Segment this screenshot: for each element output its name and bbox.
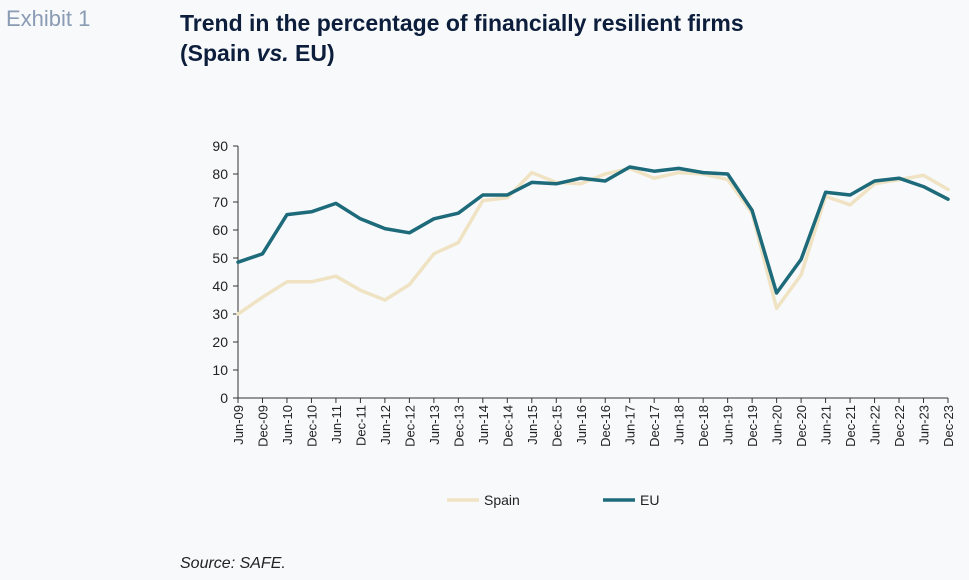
chart-title-line2-pre: (Spain [180,40,257,66]
x-tick-label: Jun-17 [623,405,638,445]
y-tick-label: 60 [212,222,228,238]
x-tick-label: Jun-12 [378,405,393,445]
x-tick-label: Dec-17 [647,405,662,447]
x-tick-label: Dec-16 [598,405,613,447]
series-line-eu [236,165,950,295]
x-tick-label: Jun-14 [476,405,491,445]
x-tick-label: Dec-21 [843,405,858,447]
x-tick-label: Dec-19 [745,405,760,447]
x-tick-label: Dec-15 [549,405,564,447]
x-tick-label: Jun-19 [721,405,736,445]
y-tick-label: 0 [220,390,228,406]
x-tick-label: Jun-13 [427,405,442,445]
x-tick-label: Dec-20 [794,405,809,447]
x-tick-label: Jun-20 [770,405,785,445]
y-tick-label: 50 [212,250,228,266]
x-tick-label: Dec-13 [451,405,466,447]
legend: Spain EU [447,492,659,508]
x-tick-label: Dec-09 [255,405,270,447]
y-tick-label: 80 [212,166,228,182]
y-tick-label: 30 [212,306,228,322]
x-tick-label: Jun-21 [819,405,834,445]
y-tick-label: 90 [212,138,228,154]
y-axis: 0 10 20 30 40 50 60 70 80 90 [212,138,239,406]
source-note: Source: SAFE. [180,555,286,572]
x-tick-label: Dec-22 [892,405,907,447]
x-tick-label: Jun-22 [868,405,883,445]
x-tick-label: Jun-15 [525,405,540,445]
x-tick-label: Jun-10 [280,405,295,445]
x-tick-label: Dec-18 [696,405,711,447]
y-tick-label: 70 [212,194,228,210]
x-tick-label: Dec-23 [941,405,956,447]
legend-label-spain: Spain [484,492,520,508]
y-tick-label: 10 [212,362,228,378]
x-tick-label: Dec-14 [500,405,515,447]
chart-title-line2-em: vs. [256,40,289,66]
x-axis: Jun-09 Dec-09 Jun-10 Dec-10 Jun-11 Dec-11 Jun-… [231,397,956,447]
legend-label-eu: EU [640,492,659,508]
y-tick-label: 20 [212,334,228,350]
x-tick-label: Jun-23 [917,405,932,445]
chart-title-line2-post: EU) [288,40,335,66]
chart-title-line1: Trend in the percentage of financially r… [180,10,744,36]
x-tick-label: Jun-11 [329,405,344,444]
y-tick-label: 40 [212,278,228,294]
exhibit-label: Exhibit 1 [6,6,91,31]
chart-title: Trend in the percentage of financially r… [180,8,744,68]
series-lines [236,165,950,316]
x-tick-label: Dec-10 [304,405,319,447]
x-tick-label: Jun-18 [672,405,687,445]
x-tick-label: Jun-09 [231,405,246,445]
x-tick-label: Dec-11 [353,405,368,446]
x-tick-label: Jun-16 [574,405,589,445]
x-tick-label: Dec-12 [402,405,417,447]
series-line-spain [236,166,950,316]
